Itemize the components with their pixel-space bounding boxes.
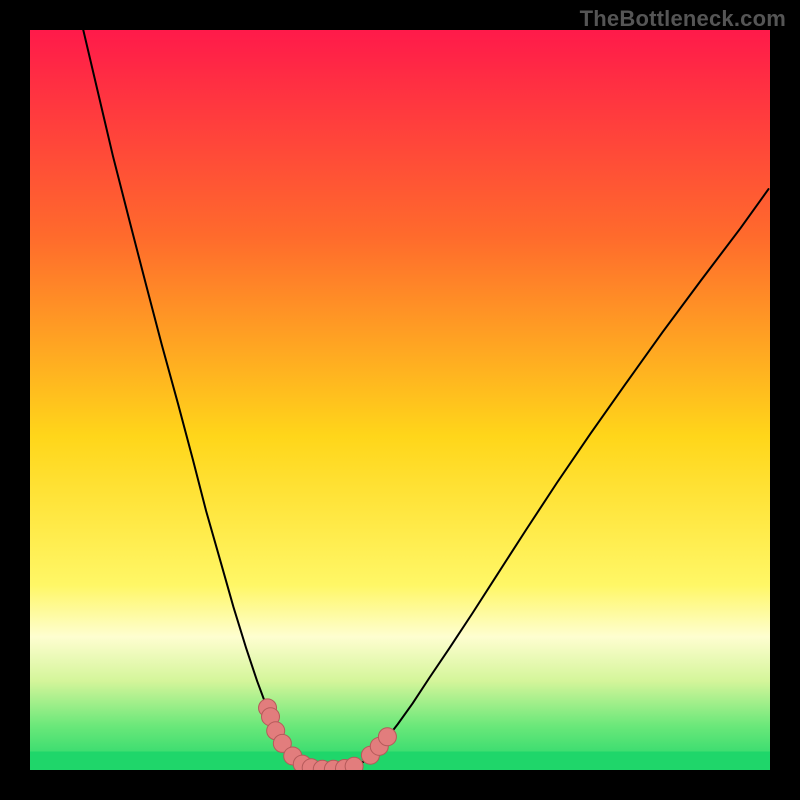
chart-gradient-bg — [30, 30, 770, 770]
bottleneck-curve-chart — [30, 30, 770, 770]
watermark-text: TheBottleneck.com — [580, 6, 786, 32]
chart-green-strip — [30, 752, 770, 771]
curve-marker — [345, 757, 363, 770]
curve-marker — [378, 728, 396, 746]
figure-container: TheBottleneck.com — [0, 0, 800, 800]
